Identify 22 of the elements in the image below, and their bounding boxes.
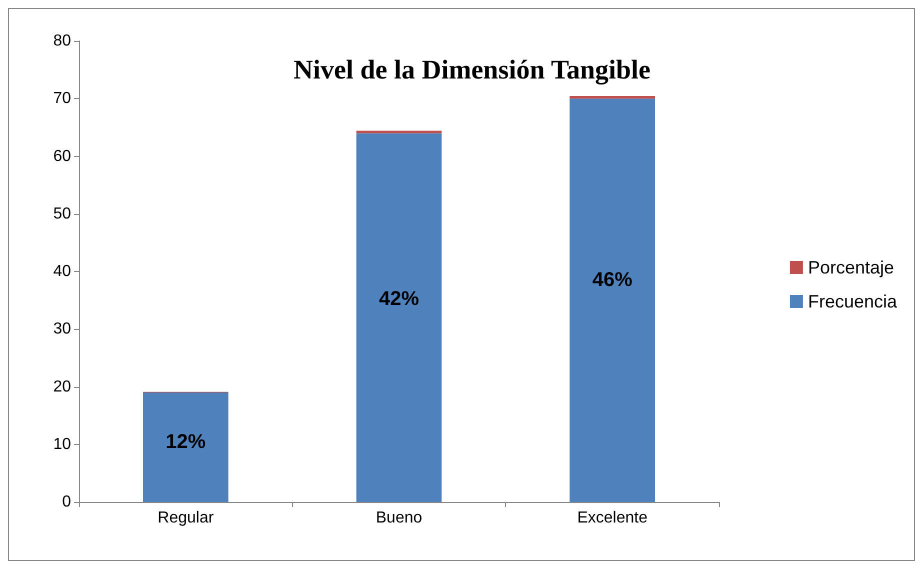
y-tick-label: 0 [62, 494, 72, 510]
y-tick-label: 40 [53, 263, 72, 280]
y-tick-label: 60 [53, 148, 72, 165]
text: Nivel de la Dimensión Tangible [293, 54, 651, 84]
y-tick-label: 80 [53, 32, 72, 50]
y-tick-label: 20 [53, 378, 72, 396]
annotation: 12% [166, 430, 206, 453]
legend-label: Frecuencia [808, 292, 898, 312]
y-tick-label: 70 [53, 90, 72, 108]
bar [570, 98, 655, 502]
x-tick-label: Regular [158, 510, 214, 526]
bar [356, 133, 442, 502]
y-tick-label: 50 [53, 205, 72, 222]
x-tick-label: Excelente [577, 510, 648, 526]
bar [570, 96, 655, 99]
annotation: 42% [378, 288, 420, 310]
legend-label: Porcentaje [808, 258, 894, 278]
y-tick-label: 10 [53, 436, 72, 453]
x-tick-label: Bueno [376, 510, 422, 526]
y-tick-label: 30 [53, 320, 72, 338]
annotation: 46% [592, 269, 633, 292]
bar [143, 392, 228, 502]
